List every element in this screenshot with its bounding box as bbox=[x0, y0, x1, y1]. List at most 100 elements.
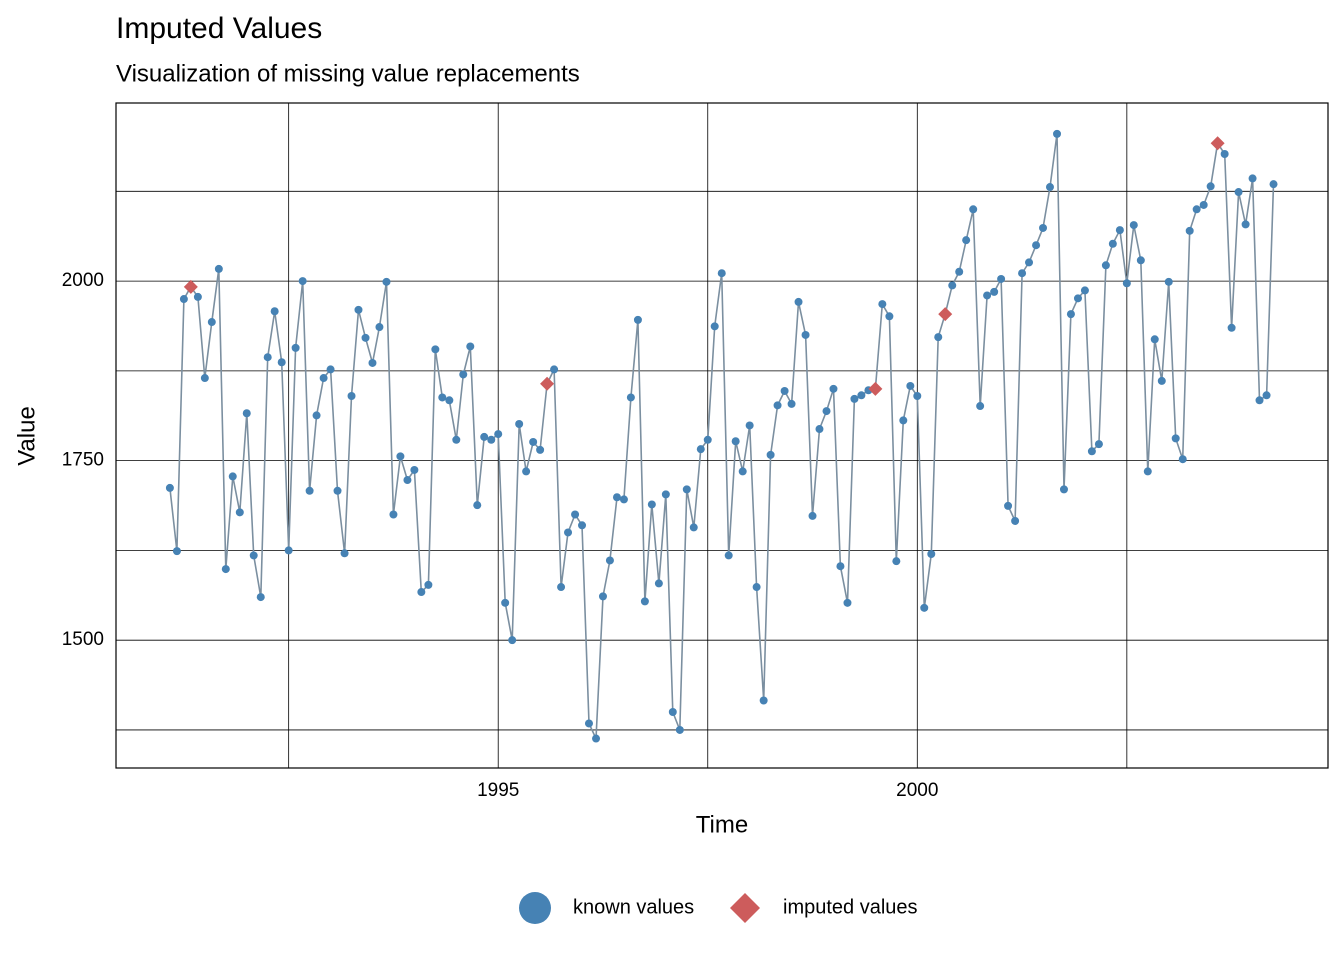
known-point bbox=[689, 523, 698, 532]
known-point bbox=[738, 467, 747, 476]
known-point bbox=[696, 445, 705, 454]
series-line bbox=[169, 133, 1275, 739]
known-point bbox=[487, 435, 496, 444]
known-point bbox=[438, 393, 447, 402]
known-point bbox=[284, 546, 293, 555]
known-point bbox=[207, 318, 216, 327]
known-point bbox=[249, 551, 258, 560]
known-point bbox=[1185, 226, 1194, 235]
known-point bbox=[431, 345, 440, 354]
known-point bbox=[633, 315, 642, 324]
known-point bbox=[1227, 323, 1236, 332]
known-point bbox=[1011, 516, 1020, 525]
known-point bbox=[969, 205, 978, 214]
known-point bbox=[948, 281, 957, 290]
known-point bbox=[326, 365, 335, 374]
known-point bbox=[403, 476, 412, 485]
known-point bbox=[396, 452, 405, 461]
known-point bbox=[703, 435, 712, 444]
known-point bbox=[647, 500, 656, 509]
known-point bbox=[1157, 376, 1166, 385]
known-point bbox=[291, 343, 300, 352]
known-point bbox=[1004, 501, 1013, 510]
known-point bbox=[584, 719, 593, 728]
known-point bbox=[1241, 220, 1250, 229]
known-point bbox=[1143, 467, 1152, 476]
known-point bbox=[1122, 279, 1131, 288]
known-point bbox=[277, 358, 286, 367]
known-point bbox=[1066, 310, 1075, 319]
known-point bbox=[1248, 174, 1257, 183]
x-tick-label: 1995 bbox=[477, 780, 519, 801]
known-point bbox=[263, 353, 272, 362]
known-point bbox=[626, 393, 635, 402]
chart-title: Imputed Values bbox=[116, 12, 322, 45]
known-point bbox=[913, 392, 922, 401]
known-point bbox=[976, 402, 985, 411]
known-point bbox=[172, 547, 181, 556]
legend-key bbox=[730, 893, 760, 923]
known-point bbox=[319, 374, 328, 383]
known-point bbox=[424, 580, 433, 589]
known-point bbox=[1094, 440, 1103, 449]
known-point bbox=[578, 521, 587, 530]
known-point bbox=[305, 486, 314, 495]
known-point bbox=[235, 508, 244, 517]
x-tick-label: 2000 bbox=[896, 780, 938, 801]
known-point bbox=[1018, 269, 1027, 278]
known-point bbox=[179, 295, 188, 304]
known-point bbox=[668, 707, 677, 716]
known-point bbox=[731, 437, 740, 446]
legend-key bbox=[519, 892, 551, 924]
known-point bbox=[745, 421, 754, 430]
known-point bbox=[1206, 182, 1215, 191]
known-point bbox=[920, 603, 929, 612]
known-point bbox=[878, 300, 887, 309]
known-point bbox=[347, 392, 356, 401]
known-point bbox=[780, 386, 789, 395]
known-point bbox=[598, 592, 607, 601]
imputed-point bbox=[938, 307, 953, 322]
known-point bbox=[1192, 205, 1201, 214]
known-point bbox=[1164, 277, 1173, 286]
known-point bbox=[466, 342, 475, 351]
known-point bbox=[571, 510, 580, 519]
known-point bbox=[983, 291, 992, 300]
known-point bbox=[221, 565, 230, 574]
known-point bbox=[752, 583, 761, 592]
known-point bbox=[564, 528, 573, 537]
known-point bbox=[605, 556, 614, 565]
known-point bbox=[1234, 188, 1243, 197]
known-point bbox=[1087, 447, 1096, 456]
known-point bbox=[675, 725, 684, 734]
known-point bbox=[1025, 258, 1034, 267]
known-point bbox=[850, 394, 859, 403]
known-point bbox=[829, 384, 838, 393]
legend-label: imputed values bbox=[783, 896, 918, 918]
known-point bbox=[501, 598, 510, 607]
imputed-point bbox=[868, 381, 883, 396]
known-point bbox=[892, 557, 901, 566]
known-point bbox=[1045, 183, 1054, 192]
known-point bbox=[445, 396, 454, 405]
known-point bbox=[256, 593, 265, 602]
known-point bbox=[906, 381, 915, 390]
known-point bbox=[612, 493, 621, 502]
known-point bbox=[410, 465, 419, 474]
known-point bbox=[759, 696, 768, 705]
known-point bbox=[787, 399, 796, 408]
known-point bbox=[557, 583, 566, 592]
known-point bbox=[1053, 129, 1062, 138]
known-point bbox=[522, 467, 531, 476]
known-point bbox=[529, 437, 538, 446]
imputed-point bbox=[540, 376, 555, 391]
known-point bbox=[766, 450, 775, 459]
known-point bbox=[1032, 241, 1041, 250]
known-point bbox=[298, 277, 307, 286]
panel-border bbox=[115, 102, 1329, 769]
known-point bbox=[724, 551, 733, 560]
known-point bbox=[1039, 223, 1048, 232]
known-point bbox=[389, 510, 398, 519]
x-axis-label: Time bbox=[696, 811, 748, 838]
